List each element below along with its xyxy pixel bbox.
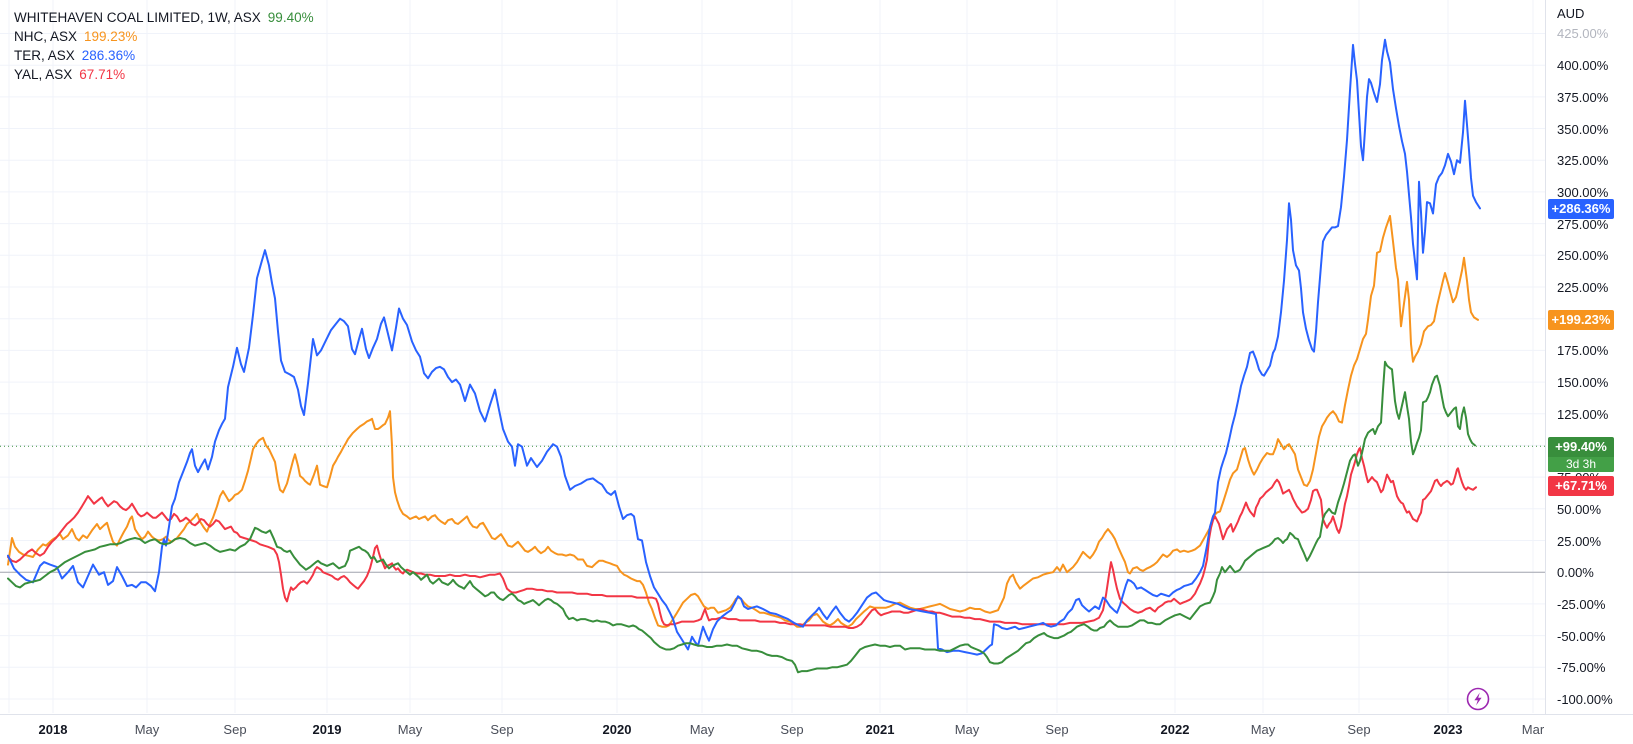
price-badge-value: +286.36%: [1551, 201, 1611, 216]
y-axis-label: 375.00%: [1557, 90, 1609, 105]
lightning-bolt-icon: [1474, 692, 1482, 706]
legend-change-value: 99.40%: [267, 10, 314, 25]
time-axis-labels: 2018 May Sep 2019 May Sep 2020 May Sep 2021 May Sep…: [0, 715, 1545, 744]
price-badge-value: +99.40%: [1555, 439, 1607, 454]
legend: WHITEHAVEN COAL LIMITED, 1W, ASX 99.40% NH…: [14, 8, 314, 84]
legend-row-ter[interactable]: TER, ASX 286.36%: [14, 46, 314, 65]
time-axis[interactable]: 2018 May Sep 2019 May Sep 2020 May Sep 2021 May Sep…: [0, 714, 1633, 744]
y-axis-label: 300.00%: [1557, 185, 1609, 200]
x-axis-label: 2022: [1160, 722, 1190, 737]
x-axis-label: 2019: [312, 722, 342, 737]
y-axis-label: 175.00%: [1557, 343, 1609, 358]
x-axis-label: 2020: [602, 722, 632, 737]
legend-change-value: 67.71%: [79, 67, 126, 82]
y-axis-label: -75.00%: [1557, 660, 1606, 675]
x-axis-label: Sep: [490, 722, 514, 737]
y-axis-label: 150.00%: [1557, 375, 1609, 390]
legend-row-nhc[interactable]: NHC, ASX 199.23%: [14, 27, 314, 46]
x-axis-label: 2023: [1433, 722, 1463, 737]
y-axis-label: 400.00%: [1557, 58, 1609, 73]
y-axis-label: 25.00%: [1557, 534, 1602, 549]
price-badge-whitehaven: +99.40% 3d 3h: [1548, 437, 1614, 472]
price-axis[interactable]: AUD 425.00% 400.00% 375.00% 350.00% 325.00% 3…: [1545, 0, 1633, 714]
y-axis-label: 0.00%: [1557, 565, 1594, 580]
price-badge-ter: +286.36%: [1548, 199, 1614, 219]
y-axis-label: -25.00%: [1557, 597, 1606, 612]
legend-change-value: 199.23%: [84, 29, 138, 44]
x-axis-label: Sep: [223, 722, 247, 737]
legend-symbol-label: TER, ASX: [14, 48, 75, 63]
chart-canvas[interactable]: [0, 0, 1545, 713]
series-line-whitehaven[interactable]: [7, 360, 1476, 674]
legend-row-whitehaven[interactable]: WHITEHAVEN COAL LIMITED, 1W, ASX 99.40%: [14, 8, 314, 27]
x-axis-label: Sep: [1347, 722, 1371, 737]
x-axis-label: 2021: [865, 722, 895, 737]
price-badge-nhc: +199.23%: [1548, 310, 1614, 330]
legend-change-value: 286.36%: [81, 48, 136, 63]
y-axis-label: -50.00%: [1557, 629, 1606, 644]
legend-symbol-label: NHC, ASX: [14, 29, 78, 44]
x-axis-label: May: [689, 722, 715, 737]
x-axis-label: 2018: [38, 722, 68, 737]
x-axis-label: May: [134, 722, 160, 737]
x-axis-label: Mar: [1521, 722, 1545, 737]
y-axis-label: 325.00%: [1557, 153, 1609, 168]
go-to-realtime-button[interactable]: [1466, 687, 1490, 711]
y-axis-label: 350.00%: [1557, 122, 1609, 137]
y-axis-label: 125.00%: [1557, 407, 1609, 422]
legend-row-yal[interactable]: YAL, ASX 67.71%: [14, 65, 314, 84]
series-line-ter[interactable]: [7, 38, 1481, 656]
price-badge-value: +67.71%: [1555, 478, 1607, 493]
chart-pane[interactable]: WHITEHAVEN COAL LIMITED, 1W, ASX 99.40% NH…: [0, 0, 1545, 713]
y-axis-label: 250.00%: [1557, 248, 1609, 263]
y-axis-label: 50.00%: [1557, 502, 1602, 517]
price-badge-yal: +67.71%: [1548, 476, 1614, 496]
x-axis-label: Sep: [1045, 722, 1069, 737]
currency-label: AUD: [1557, 6, 1588, 23]
y-axis-label: -100.00%: [1557, 692, 1613, 707]
y-axis-label: 225.00%: [1557, 280, 1609, 295]
x-axis-label: Sep: [780, 722, 804, 737]
bar-countdown: 3d 3h: [1548, 457, 1614, 472]
series-line-nhc[interactable]: [7, 215, 1479, 628]
legend-symbol-label: WHITEHAVEN COAL LIMITED, 1W, ASX: [14, 10, 261, 25]
gridlines: [0, 0, 1545, 713]
price-badge-value: +199.23%: [1551, 312, 1611, 327]
legend-symbol-label: YAL, ASX: [14, 67, 73, 82]
x-axis-label: May: [1250, 722, 1276, 737]
x-axis-label: May: [397, 722, 423, 737]
y-axis-label: 425.00%: [1557, 26, 1609, 41]
y-axis-label: 275.00%: [1557, 217, 1609, 232]
x-axis-label: May: [954, 722, 980, 737]
